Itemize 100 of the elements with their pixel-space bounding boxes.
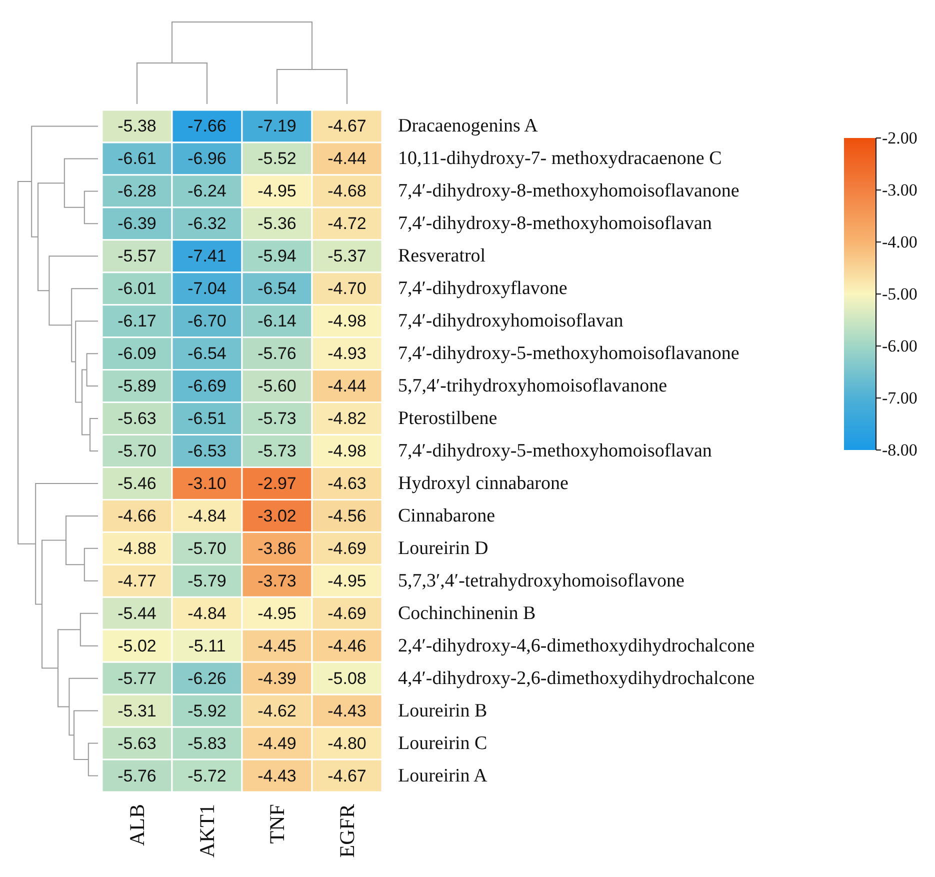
data-label: -5.77: [118, 668, 156, 688]
data-label: -4.44: [328, 376, 366, 396]
data-label: -4.67: [328, 766, 366, 786]
data-label: -4.84: [188, 604, 226, 623]
data-label: -6.54: [258, 279, 296, 298]
data-label: -5.70: [188, 538, 226, 558]
color-bar-label: -3.00: [882, 180, 918, 200]
data-label: -4.67: [328, 116, 366, 136]
data-label: -4.69: [328, 538, 366, 558]
x-tick-label: EGFR: [335, 804, 359, 858]
data-label: -4.56: [328, 506, 366, 526]
y-tick-label: Loureirin B: [398, 700, 488, 722]
y-tick-label: Dracaenogenins A: [398, 116, 538, 137]
y-tick-label: 7,4′-dihydroxyhomoisoflavan: [398, 310, 624, 332]
color-bar-label: -5.00: [882, 284, 918, 304]
data-label: -4.46: [328, 636, 366, 656]
data-label: -5.46: [118, 474, 156, 493]
data-label: -4.80: [328, 734, 366, 753]
data-label: -5.36: [258, 214, 296, 234]
y-tick-label: Cinnabarone: [398, 505, 496, 526]
data-label: -3.86: [258, 538, 296, 558]
data-label: -4.98: [328, 312, 366, 331]
data-label: -4.95: [258, 604, 296, 623]
data-label: -6.26: [188, 668, 226, 688]
y-tick-label: Loureirin A: [398, 765, 488, 786]
data-label: -4.68: [328, 182, 366, 201]
x-tick-label: AKT1: [195, 804, 219, 858]
data-label: -4.95: [328, 571, 366, 590]
data-label: -6.51: [188, 409, 226, 428]
data-label: -6.70: [188, 312, 226, 331]
data-label: -6.61: [118, 149, 156, 168]
color-bar-label: -2.00: [882, 128, 918, 148]
data-label: -2.97: [258, 474, 296, 493]
data-label: -5.63: [118, 409, 156, 428]
y-tick-label: Loureirin D: [398, 538, 488, 559]
data-label: -3.02: [258, 506, 296, 526]
data-label: -4.43: [258, 766, 296, 786]
y-tick-label: Resveratrol: [398, 246, 486, 267]
data-label: -4.84: [188, 506, 226, 526]
y-tick-label: 2,4′-dihydroxy-4,6-dimethoxydihydrochalcone: [398, 635, 755, 656]
data-label: -4.62: [258, 701, 296, 720]
data-label: -5.79: [188, 571, 226, 590]
data-label: -6.17: [118, 312, 156, 331]
data-label: -5.08: [328, 668, 366, 688]
color-bar-label: -6.00: [882, 336, 918, 356]
data-label: -4.95: [258, 182, 296, 201]
data-label: -4.66: [118, 506, 156, 526]
data-label: -6.09: [118, 344, 156, 364]
data-label: -5.72: [188, 766, 226, 786]
data-label: -6.69: [188, 376, 226, 396]
data-label: -5.70: [118, 442, 156, 460]
data-label: -4.82: [328, 409, 366, 428]
data-label: -5.73: [258, 442, 296, 460]
data-label: -6.24: [188, 182, 226, 201]
data-label: -4.49: [258, 734, 296, 753]
y-tick-label: Loureirin C: [398, 732, 488, 754]
data-label: -5.63: [118, 734, 156, 753]
data-label: -5.76: [118, 766, 156, 786]
data-label: -6.28: [118, 182, 156, 201]
y-tick-label: 7,4′-dihydroxy-5-methoxyhomoisoflavanone: [398, 343, 740, 364]
data-label: -4.69: [328, 604, 366, 623]
data-label: -7.04: [188, 279, 226, 298]
color-bar-label: -7.00: [882, 388, 918, 408]
data-label: -5.31: [118, 701, 156, 720]
data-label: -6.14: [258, 312, 296, 331]
data-label: -4.93: [328, 344, 366, 364]
data-label: -5.89: [118, 376, 156, 396]
data-label: -7.19: [258, 116, 296, 136]
data-label: -5.44: [118, 604, 156, 623]
data-label: -5.57: [118, 246, 156, 266]
data-label: -6.39: [118, 214, 156, 234]
data-label: -7.66: [188, 116, 226, 136]
y-tick-label: 7,4′-dihydroxyflavone: [398, 278, 568, 300]
color-bar-label: -4.00: [882, 232, 918, 252]
data-label: -5.94: [258, 246, 296, 266]
y-tick-label: Pterostilbene: [398, 408, 498, 430]
y-tick-label: 4,4′-dihydroxy-2,6-dimethoxydihydrochalcone: [398, 668, 755, 689]
data-label: -4.72: [328, 214, 366, 234]
data-label: -5.38: [118, 116, 156, 136]
data-label: -4.98: [328, 442, 366, 460]
data-label: -4.88: [118, 538, 156, 558]
y-tick-label: 10,11-dihydroxy-7- methoxydracaenone C: [398, 148, 722, 170]
data-label: -5.02: [118, 636, 156, 656]
y-tick-label: Cochinchinenin B: [398, 602, 536, 624]
data-label: -4.44: [328, 149, 366, 168]
data-label: -5.92: [188, 701, 226, 720]
y-tick-label: Hydroxyl cinnabarone: [398, 472, 568, 494]
y-tick-label: 7,4′-dihydroxy-8-methoxyhomoisoflavanone: [398, 180, 740, 202]
data-label: -4.39: [258, 668, 296, 688]
data-label: -6.32: [188, 214, 226, 234]
data-label: -5.73: [258, 409, 296, 428]
x-tick-label: ALB: [125, 804, 149, 846]
data-label: -4.77: [118, 571, 156, 590]
data-label: -5.83: [188, 734, 226, 753]
data-label: -5.60: [258, 376, 296, 396]
data-label: -6.01: [118, 279, 156, 298]
data-label: -5.52: [258, 149, 296, 168]
data-label: -6.53: [188, 442, 226, 460]
y-tick-label: 5,7,4′-trihydroxyhomoisoflavanone: [398, 376, 668, 397]
data-label: -5.76: [258, 344, 296, 364]
